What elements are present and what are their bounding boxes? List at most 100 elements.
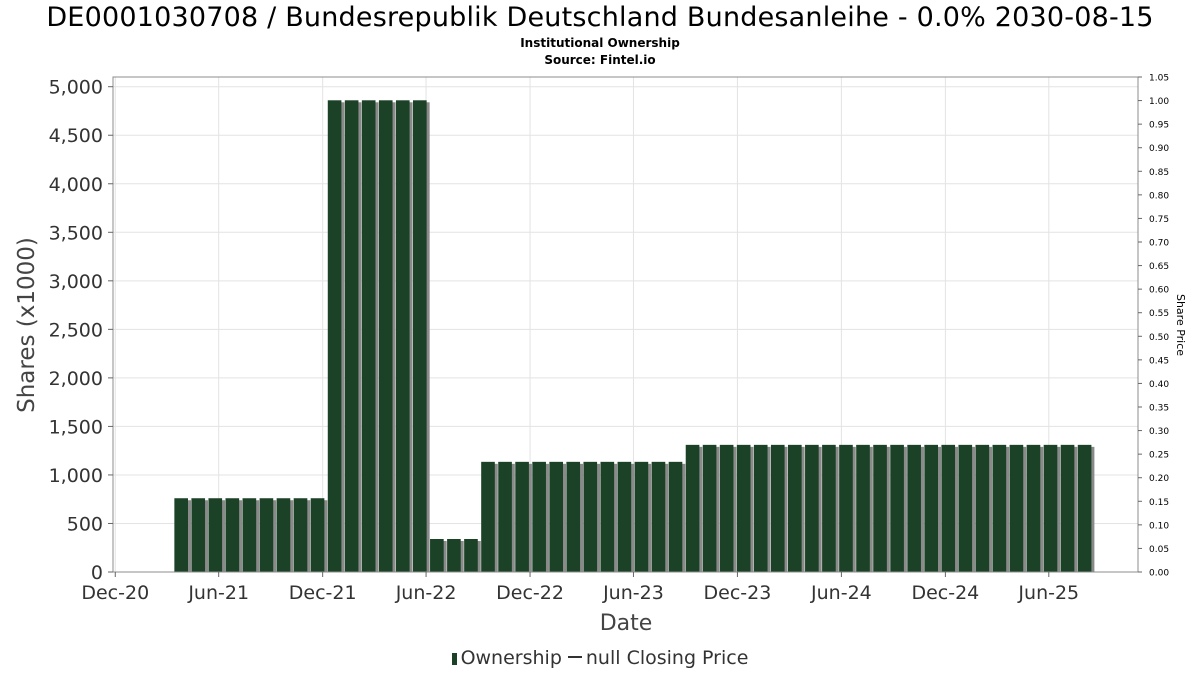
- ownership-bar-fill: [873, 444, 887, 572]
- ownership-bar-fill: [805, 444, 819, 572]
- ownership-bar: [310, 498, 328, 572]
- y2-tick-label: 0.10: [1149, 521, 1169, 531]
- ownership-bar-fill: [310, 498, 325, 572]
- x-axis-ticks: Dec-20 Jun-21 Dec-21 Jun-22 Dec-22 Jun-23 Dec-…: [81, 572, 1079, 604]
- ownership-bar: [719, 444, 737, 572]
- chart-title: DE0001030708 / Bundesrepublik Deutschlan…: [46, 2, 1154, 33]
- ownership-bar-fill: [1043, 444, 1058, 572]
- ownership-bar: [464, 539, 481, 572]
- ownership-bar-fill: [225, 498, 240, 572]
- ownership-bar: [344, 100, 362, 572]
- ownership-bar: [481, 461, 498, 572]
- ownership-bar-fill: [822, 444, 836, 572]
- ownership-bar: [600, 461, 618, 572]
- ownership-bar-fill: [770, 444, 785, 572]
- ownership-bar-fill: [293, 498, 308, 572]
- ownership-bar-fill: [566, 461, 581, 572]
- y2-tick-label: 0.45: [1149, 356, 1169, 366]
- ownership-bar-fill: [941, 444, 956, 572]
- ownership-bar-fill: [685, 444, 700, 572]
- y2-tick-label: 1.00: [1149, 97, 1169, 107]
- ownership-bar: [907, 444, 924, 572]
- ownership-bar-fill: [668, 461, 683, 572]
- ownership-bar: [736, 444, 754, 572]
- x-tick-label: Dec-23: [704, 582, 772, 604]
- ownership-bar: [958, 444, 976, 572]
- ownership-bar-fill: [907, 444, 921, 572]
- ownership-bar-fill: [958, 444, 973, 572]
- ownership-bar: [1060, 444, 1078, 572]
- x-tick-label: Dec-20: [81, 582, 149, 604]
- y-tick-label: 5,000: [49, 77, 103, 99]
- ownership-legend-label: Ownership: [460, 647, 562, 669]
- ownership-bar: [788, 444, 805, 572]
- y-tick-label: 1,000: [49, 465, 103, 487]
- ownership-bars: [174, 100, 1095, 572]
- ownership-bar: [549, 461, 566, 572]
- y2-tick-label: 0.85: [1149, 168, 1169, 178]
- chart-source: Source: Fintel.io: [544, 53, 656, 67]
- ownership-bar: [447, 539, 464, 572]
- ownership-bar: [242, 498, 260, 572]
- y-tick-label: 2,000: [49, 368, 103, 390]
- y2-tick-label: 0.95: [1149, 121, 1169, 131]
- chart-subtitle: Institutional Ownership: [520, 36, 680, 50]
- x-tick-label: Jun-21: [187, 582, 249, 604]
- y2-tick-label: 0.55: [1149, 309, 1169, 319]
- x-tick-label: Jun-22: [395, 582, 457, 604]
- legend: Ownership null Closing Price: [0, 647, 1200, 669]
- ownership-bar: [1009, 444, 1027, 572]
- ownership-bar: [276, 498, 294, 572]
- ownership-bar-fill: [208, 498, 223, 572]
- ownership-bar-fill: [1009, 444, 1024, 572]
- ownership-bar: [770, 444, 788, 572]
- y2-tick-label: 0.70: [1149, 239, 1169, 249]
- ownership-bar: [1077, 444, 1095, 572]
- y2-tick-label: 0.40: [1149, 380, 1169, 390]
- ownership-bar-fill: [890, 444, 904, 572]
- closing-price-legend-swatch: [567, 656, 582, 658]
- ownership-bar-fill: [856, 444, 870, 572]
- ownership-bar-fill: [174, 498, 188, 572]
- ownership-bar-fill: [702, 444, 717, 572]
- ownership-bar-fill: [259, 498, 274, 572]
- ownership-bar-fill: [600, 461, 615, 572]
- ownership-bar: [515, 461, 532, 572]
- ownership-bar-fill: [430, 539, 444, 572]
- ownership-bar-fill: [515, 461, 529, 572]
- y2-tick-label: 0.75: [1149, 215, 1169, 225]
- ownership-bar-fill: [1026, 444, 1041, 572]
- ownership-bar: [566, 461, 584, 572]
- y2-axis-ticks: 0.00 0.05 0.10 0.15 0.20 0.25 0.30 0.35 0.40 0.45…: [1138, 74, 1169, 579]
- ownership-bar-fill: [788, 444, 802, 572]
- y-tick-label: 3,500: [49, 222, 103, 244]
- x-tick-label: Jun-25: [1017, 582, 1079, 604]
- y2-tick-label: 0.65: [1149, 262, 1169, 272]
- ownership-bar: [822, 444, 839, 572]
- y2-tick-label: 1.05: [1149, 74, 1169, 84]
- ownership-bar: [327, 100, 345, 572]
- y2-tick-label: 0.25: [1149, 451, 1169, 461]
- x-axis-label: Date: [600, 611, 653, 636]
- ownership-bar: [668, 461, 686, 572]
- ownership-bar: [395, 100, 413, 572]
- ownership-bar-fill: [532, 461, 546, 572]
- plot-frame: [112, 76, 1139, 573]
- ownership-bar-fill: [191, 498, 206, 572]
- ownership-bar: [941, 444, 959, 572]
- ownership-bar-fill: [327, 100, 342, 572]
- ownership-bar: [174, 498, 191, 572]
- ownership-bar-fill: [395, 100, 410, 572]
- ownership-bar-fill: [413, 100, 427, 572]
- ownership-bar: [1043, 444, 1061, 572]
- ownership-bar: [805, 444, 822, 572]
- ownership-bar-fill: [992, 444, 1007, 572]
- ownership-bar-fill: [975, 444, 990, 572]
- ownership-bar-fill: [617, 461, 632, 572]
- ownership-bar-fill: [719, 444, 734, 572]
- ownership-bar-fill: [736, 444, 751, 572]
- ownership-bar: [361, 100, 379, 572]
- ownership-bar-fill: [481, 461, 495, 572]
- y2-tick-label: 0.00: [1149, 569, 1169, 579]
- ownership-bar: [225, 498, 243, 572]
